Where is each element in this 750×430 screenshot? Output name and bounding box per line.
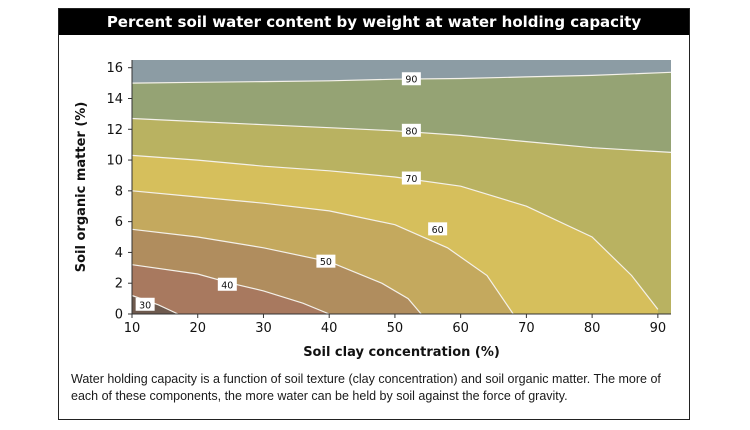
contour-line-70: [131, 154, 659, 310]
contour-label-30: 30: [139, 300, 151, 311]
contour-label-box-50: [316, 254, 336, 268]
contour-bands: [132, 60, 671, 314]
y-tick-label-0: 0: [115, 308, 123, 323]
y-tick-label-6: 6: [115, 215, 123, 230]
x-tick-label-50: 50: [387, 321, 404, 336]
contour-label-box-30: [135, 297, 155, 311]
contour-label-box-70: [401, 171, 421, 185]
y-tick-label-14: 14: [106, 92, 123, 107]
y-tick-label-10: 10: [106, 154, 123, 169]
contour-line-60: [131, 190, 514, 315]
y-tick-label-4: 4: [115, 246, 123, 261]
contour-label-60: 60: [432, 225, 444, 236]
x-tick-label-20: 20: [189, 321, 206, 336]
x-tick-label-90: 90: [650, 321, 667, 336]
y-ticks: 0 2 4 6 8 10 12 14 16: [106, 61, 132, 323]
chart-axes: [131, 60, 671, 315]
contour-line-80: [131, 117, 672, 153]
contour-line-90: [131, 71, 672, 84]
contour-label-80: 80: [405, 126, 417, 137]
x-axis-label: Soil clay concentration (%): [303, 345, 500, 360]
x-tick-label-70: 70: [518, 321, 535, 336]
chart-caption: Water holding capacity is a function of …: [71, 372, 661, 403]
contour-label-90: 90: [405, 75, 417, 86]
x-tick-label-40: 40: [321, 321, 338, 336]
figure-frame: Percent soil water content by weight at …: [58, 8, 690, 420]
y-tick-label-2: 2: [115, 277, 123, 292]
contour-line-40: [131, 264, 330, 315]
contour-label-box-40: [217, 277, 237, 291]
contour-label-box-60: [428, 222, 448, 236]
y-tick-label-16: 16: [106, 61, 123, 76]
x-tick-label-10: 10: [124, 321, 141, 336]
y-axis-label: Soil organic matter (%): [74, 102, 89, 273]
contour-chart: 30 40 50 60 70 80 90 10 20 30 40 50 60 70 80 90 0 2 4 6 8 1…: [74, 60, 672, 360]
contour-label-70: 70: [405, 174, 417, 185]
contour-label-50: 50: [320, 257, 332, 268]
contour-label-box-80: [401, 123, 421, 137]
chart-title: Percent soil water content by weight at …: [59, 9, 689, 35]
contour-label-box-90: [401, 72, 421, 86]
x-ticks: 10 20 30 40 50 60 70 80 90: [124, 314, 666, 336]
x-tick-label-30: 30: [255, 321, 272, 336]
contour-label-40: 40: [221, 280, 233, 291]
x-tick-label-60: 60: [452, 321, 469, 336]
y-tick-label-12: 12: [106, 123, 123, 138]
contour-labels: 30 40 50 60 70 80 90: [135, 72, 448, 311]
y-tick-label-8: 8: [115, 184, 123, 199]
x-tick-label-80: 80: [584, 321, 601, 336]
